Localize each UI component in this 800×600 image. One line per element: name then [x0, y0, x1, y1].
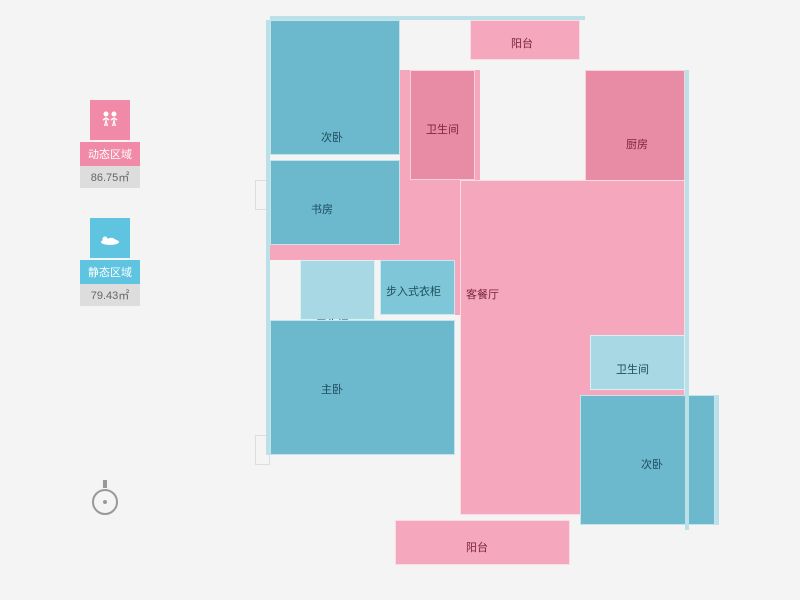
people-icon — [90, 100, 130, 140]
room-label: 次卧 — [641, 456, 663, 472]
legend-static-label: 静态区域 — [80, 260, 140, 284]
sleep-icon — [90, 218, 130, 258]
room-balcony-bottom: 阳台 — [395, 520, 570, 565]
legend-dynamic-value: 86.75㎡ — [80, 166, 140, 188]
room-label: 阳台 — [511, 35, 533, 51]
room-label: 阳台 — [466, 539, 488, 555]
wall — [266, 20, 270, 455]
wall — [685, 70, 689, 530]
room-bath-1: 卫生间 — [410, 70, 475, 180]
corridor — [270, 245, 400, 260]
compass-icon — [90, 480, 120, 510]
room-label: 步入式衣柜 — [386, 283, 441, 299]
room-master: 主卧 — [270, 320, 455, 455]
wall — [270, 16, 585, 20]
room-bedroom-sec-2: 次卧 — [580, 395, 715, 525]
room-bedroom-sec-1: 次卧 — [270, 20, 400, 155]
room-label: 卫生间 — [616, 361, 649, 377]
legend-dynamic-label: 动态区域 — [80, 142, 140, 166]
room-label: 客餐厅 — [466, 286, 499, 302]
room-balcony-top: 阳台 — [470, 20, 580, 60]
legend-panel: 动态区域 86.75㎡ 静态区域 79.43㎡ — [80, 100, 140, 336]
floorplan-canvas: 阳台 次卧 卫生间 厨房 书房 步入式衣柜 卫生间 客餐厅 步入式衣柜 主卧 卫… — [270, 20, 730, 580]
room-label: 厨房 — [626, 136, 648, 152]
room-bath-2: 卫生间 — [300, 260, 375, 320]
room-bath-3: 卫生间 — [590, 335, 685, 390]
legend-dynamic: 动态区域 86.75㎡ — [80, 100, 140, 188]
legend-static-value: 79.43㎡ — [80, 284, 140, 306]
room-label: 书房 — [311, 201, 333, 217]
room-label: 次卧 — [321, 129, 343, 145]
room-label: 卫生间 — [426, 121, 459, 137]
room-walkin-closet-top: 步入式衣柜 — [380, 260, 455, 315]
legend-static: 静态区域 79.43㎡ — [80, 218, 140, 306]
room-label: 主卧 — [321, 381, 343, 397]
wall — [715, 395, 719, 525]
room-study: 书房 — [270, 160, 400, 245]
